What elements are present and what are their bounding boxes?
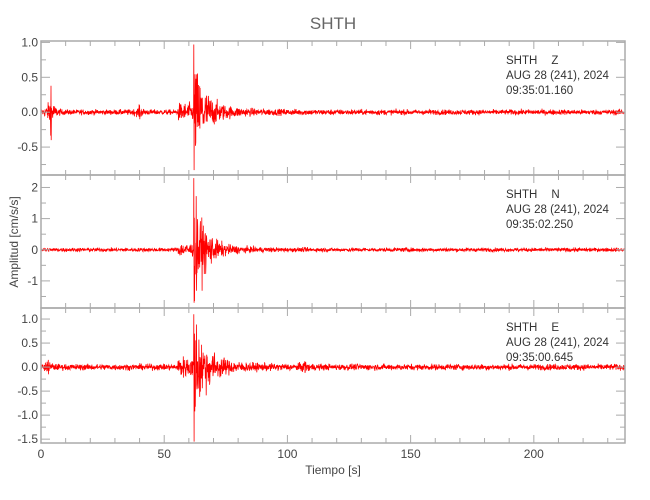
date-label: AUG 28 (241), 2024 — [506, 204, 610, 216]
channel-name: Z — [551, 55, 558, 67]
y-tick-label: 1.0 — [21, 35, 38, 49]
y-tick-label: -0.5 — [17, 384, 38, 398]
panel-z: 1.0 0.5 0.0 -0.5 SHTH Z AUG 28 (241), 2024 09:3… — [17, 35, 626, 176]
y-tick-label: -0.5 — [17, 140, 38, 154]
station-name: SHTH — [506, 322, 537, 334]
start-time-label: 09:35:02.250 — [506, 219, 573, 231]
x-tick-label: 50 — [158, 447, 172, 461]
waveform-z — [40, 44, 626, 171]
y-axis-label: Amplitud [cm/s/s] — [7, 196, 21, 287]
start-time-label: 09:35:00.645 — [506, 352, 573, 364]
channel-name: E — [551, 322, 559, 334]
y-tick-label: 0.0 — [21, 105, 38, 119]
waveform-n — [41, 178, 626, 303]
y-tick-label: -1.0 — [17, 408, 38, 422]
y-tick-label: 1.0 — [21, 312, 38, 326]
channel-name: N — [551, 189, 559, 201]
date-label: AUG 28 (241), 2024 — [506, 70, 610, 82]
y-tick-label: 0 — [31, 243, 38, 257]
station-name: SHTH — [506, 55, 537, 67]
panel-n: 2 1 0 -1 SHTH N AUG 28 (241), 2024 09:35:02.250 — [27, 174, 626, 309]
panel-frame — [40, 174, 626, 309]
start-time-label: 09:35:01.160 — [506, 85, 573, 97]
x-tick-label: 200 — [524, 447, 544, 461]
panel-frame — [40, 307, 626, 444]
x-tick-label: 150 — [401, 447, 421, 461]
y-tick-label: 0.5 — [21, 70, 38, 84]
x-axis-label: Tiempo [s] — [305, 463, 361, 477]
y-tick-label: -1 — [27, 274, 38, 288]
y-tick-label: 0.5 — [21, 336, 38, 350]
station-channel-label: SHTH Z — [506, 55, 558, 67]
panel-frame — [40, 40, 626, 176]
y-tick-label: -1.5 — [17, 432, 38, 446]
y-tick-label: 1 — [31, 212, 38, 226]
panel-e: 1.0 0.5 0.0 -0.5 -1.0 -1.5 SHTH E AUG 28 (241), … — [17, 307, 626, 446]
y-tick-label: 0.0 — [21, 360, 38, 374]
x-tick-label: 100 — [277, 447, 297, 461]
y-tick-label: 2 — [31, 180, 38, 194]
station-name: SHTH — [506, 189, 537, 201]
station-channel-label: SHTH E — [506, 322, 559, 334]
waveform-e — [40, 314, 626, 442]
chart-title: SHTH — [310, 14, 356, 33]
date-label: AUG 28 (241), 2024 — [506, 337, 610, 349]
station-channel-label: SHTH N — [506, 189, 560, 201]
x-tick-label: 0 — [38, 447, 45, 461]
